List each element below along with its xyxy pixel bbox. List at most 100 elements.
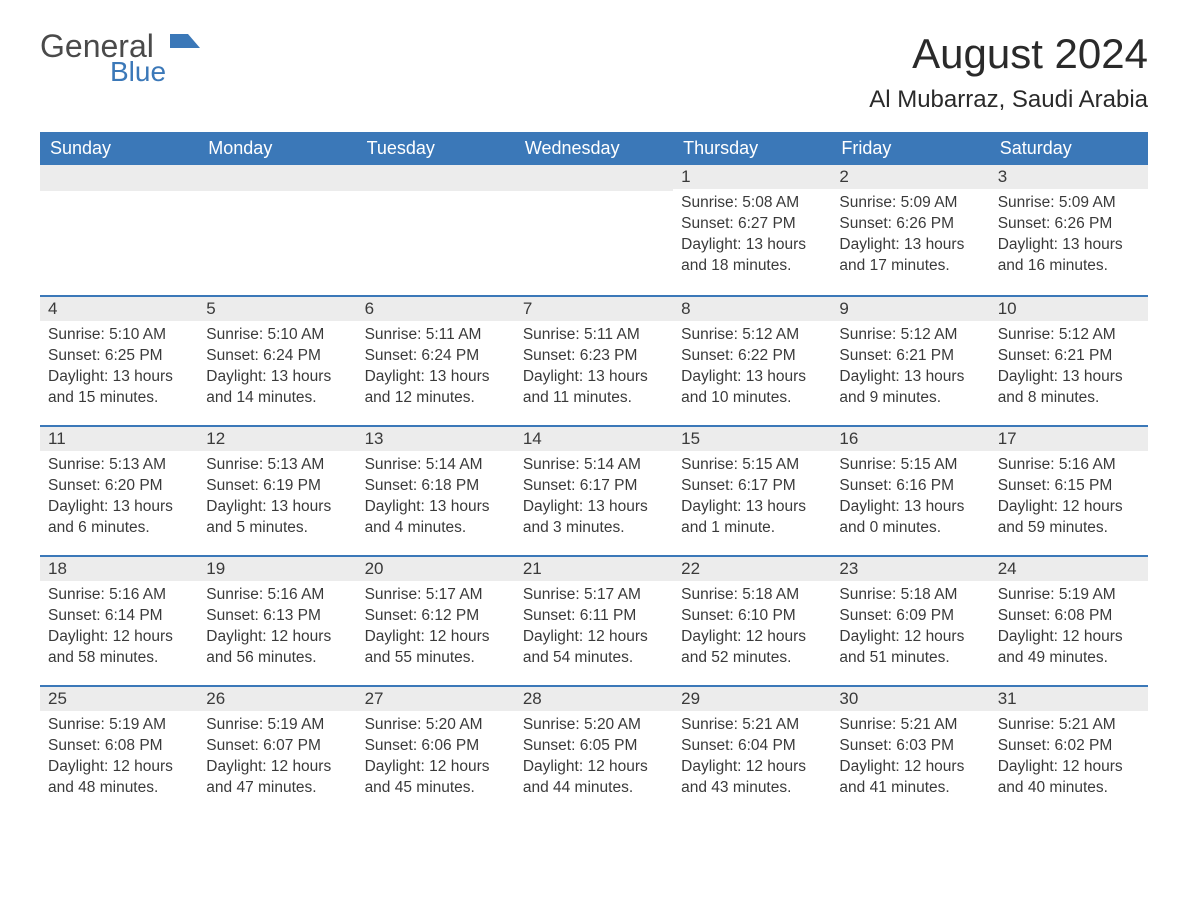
- day-details: Sunrise: 5:11 AMSunset: 6:23 PMDaylight:…: [515, 321, 673, 417]
- calendar-day-cell: 9Sunrise: 5:12 AMSunset: 6:21 PMDaylight…: [831, 295, 989, 425]
- day-details: Sunrise: 5:15 AMSunset: 6:17 PMDaylight:…: [673, 451, 831, 547]
- day-details: Sunrise: 5:13 AMSunset: 6:19 PMDaylight:…: [198, 451, 356, 547]
- calendar-day-cell: 10Sunrise: 5:12 AMSunset: 6:21 PMDayligh…: [990, 295, 1148, 425]
- calendar-day-cell: 27Sunrise: 5:20 AMSunset: 6:06 PMDayligh…: [357, 685, 515, 815]
- weekday-header: Tuesday: [357, 132, 515, 165]
- day-number: 4: [40, 295, 198, 321]
- weekday-header: Thursday: [673, 132, 831, 165]
- day-details: Sunrise: 5:19 AMSunset: 6:07 PMDaylight:…: [198, 711, 356, 807]
- day-details: Sunrise: 5:10 AMSunset: 6:24 PMDaylight:…: [198, 321, 356, 417]
- day-number: 24: [990, 555, 1148, 581]
- day-details: Sunrise: 5:18 AMSunset: 6:10 PMDaylight:…: [673, 581, 831, 677]
- day-details: Sunrise: 5:16 AMSunset: 6:13 PMDaylight:…: [198, 581, 356, 677]
- day-number: 6: [357, 295, 515, 321]
- day-number: 27: [357, 685, 515, 711]
- calendar-day-cell: 23Sunrise: 5:18 AMSunset: 6:09 PMDayligh…: [831, 555, 989, 685]
- calendar-day-cell: 26Sunrise: 5:19 AMSunset: 6:07 PMDayligh…: [198, 685, 356, 815]
- calendar-day-cell: 7Sunrise: 5:11 AMSunset: 6:23 PMDaylight…: [515, 295, 673, 425]
- calendar-day-cell: 1Sunrise: 5:08 AMSunset: 6:27 PMDaylight…: [673, 165, 831, 295]
- day-details: Sunrise: 5:17 AMSunset: 6:11 PMDaylight:…: [515, 581, 673, 677]
- day-number: 23: [831, 555, 989, 581]
- day-details: Sunrise: 5:11 AMSunset: 6:24 PMDaylight:…: [357, 321, 515, 417]
- day-number: 26: [198, 685, 356, 711]
- day-details: Sunrise: 5:17 AMSunset: 6:12 PMDaylight:…: [357, 581, 515, 677]
- calendar-day-cell: 11Sunrise: 5:13 AMSunset: 6:20 PMDayligh…: [40, 425, 198, 555]
- calendar-header-row: SundayMondayTuesdayWednesdayThursdayFrid…: [40, 132, 1148, 165]
- day-number: 31: [990, 685, 1148, 711]
- day-number: 17: [990, 425, 1148, 451]
- day-details: Sunrise: 5:09 AMSunset: 6:26 PMDaylight:…: [831, 189, 989, 285]
- day-details: Sunrise: 5:16 AMSunset: 6:15 PMDaylight:…: [990, 451, 1148, 547]
- calendar-day-cell: 31Sunrise: 5:21 AMSunset: 6:02 PMDayligh…: [990, 685, 1148, 815]
- calendar-day-cell: 16Sunrise: 5:15 AMSunset: 6:16 PMDayligh…: [831, 425, 989, 555]
- day-details: Sunrise: 5:08 AMSunset: 6:27 PMDaylight:…: [673, 189, 831, 285]
- calendar-day-cell: 19Sunrise: 5:16 AMSunset: 6:13 PMDayligh…: [198, 555, 356, 685]
- day-details: Sunrise: 5:21 AMSunset: 6:03 PMDaylight:…: [831, 711, 989, 807]
- calendar-day-cell: 18Sunrise: 5:16 AMSunset: 6:14 PMDayligh…: [40, 555, 198, 685]
- title-block: August 2024 Al Mubarraz, Saudi Arabia: [869, 30, 1148, 114]
- calendar-day-cell: 3Sunrise: 5:09 AMSunset: 6:26 PMDaylight…: [990, 165, 1148, 295]
- day-details: Sunrise: 5:14 AMSunset: 6:18 PMDaylight:…: [357, 451, 515, 547]
- empty-day: [40, 165, 198, 191]
- calendar-week-row: 4Sunrise: 5:10 AMSunset: 6:25 PMDaylight…: [40, 295, 1148, 425]
- calendar-day-cell: 5Sunrise: 5:10 AMSunset: 6:24 PMDaylight…: [198, 295, 356, 425]
- weekday-header: Friday: [831, 132, 989, 165]
- day-details: Sunrise: 5:15 AMSunset: 6:16 PMDaylight:…: [831, 451, 989, 547]
- empty-day: [198, 165, 356, 191]
- calendar-day-cell: 25Sunrise: 5:19 AMSunset: 6:08 PMDayligh…: [40, 685, 198, 815]
- day-number: 12: [198, 425, 356, 451]
- calendar-day-cell: [198, 165, 356, 295]
- calendar-day-cell: 6Sunrise: 5:11 AMSunset: 6:24 PMDaylight…: [357, 295, 515, 425]
- calendar-day-cell: [515, 165, 673, 295]
- calendar-day-cell: 4Sunrise: 5:10 AMSunset: 6:25 PMDaylight…: [40, 295, 198, 425]
- day-number: 29: [673, 685, 831, 711]
- calendar-day-cell: 13Sunrise: 5:14 AMSunset: 6:18 PMDayligh…: [357, 425, 515, 555]
- day-details: Sunrise: 5:16 AMSunset: 6:14 PMDaylight:…: [40, 581, 198, 677]
- day-details: Sunrise: 5:14 AMSunset: 6:17 PMDaylight:…: [515, 451, 673, 547]
- day-details: Sunrise: 5:21 AMSunset: 6:02 PMDaylight:…: [990, 711, 1148, 807]
- calendar-week-row: 11Sunrise: 5:13 AMSunset: 6:20 PMDayligh…: [40, 425, 1148, 555]
- day-details: Sunrise: 5:12 AMSunset: 6:21 PMDaylight:…: [831, 321, 989, 417]
- day-details: Sunrise: 5:18 AMSunset: 6:09 PMDaylight:…: [831, 581, 989, 677]
- day-number: 1: [673, 165, 831, 189]
- weekday-header: Monday: [198, 132, 356, 165]
- day-number: 16: [831, 425, 989, 451]
- day-number: 11: [40, 425, 198, 451]
- day-details: Sunrise: 5:20 AMSunset: 6:06 PMDaylight:…: [357, 711, 515, 807]
- day-number: 10: [990, 295, 1148, 321]
- day-number: 2: [831, 165, 989, 189]
- calendar-day-cell: 29Sunrise: 5:21 AMSunset: 6:04 PMDayligh…: [673, 685, 831, 815]
- day-number: 21: [515, 555, 673, 581]
- calendar-day-cell: 17Sunrise: 5:16 AMSunset: 6:15 PMDayligh…: [990, 425, 1148, 555]
- day-number: 8: [673, 295, 831, 321]
- day-details: Sunrise: 5:12 AMSunset: 6:21 PMDaylight:…: [990, 321, 1148, 417]
- calendar-week-row: 18Sunrise: 5:16 AMSunset: 6:14 PMDayligh…: [40, 555, 1148, 685]
- weekday-header: Wednesday: [515, 132, 673, 165]
- day-number: 14: [515, 425, 673, 451]
- logo-flag-icon: [170, 34, 204, 62]
- empty-day: [515, 165, 673, 191]
- day-number: 5: [198, 295, 356, 321]
- calendar-day-cell: 21Sunrise: 5:17 AMSunset: 6:11 PMDayligh…: [515, 555, 673, 685]
- calendar-day-cell: 15Sunrise: 5:15 AMSunset: 6:17 PMDayligh…: [673, 425, 831, 555]
- calendar-day-cell: 30Sunrise: 5:21 AMSunset: 6:03 PMDayligh…: [831, 685, 989, 815]
- calendar-table: SundayMondayTuesdayWednesdayThursdayFrid…: [40, 132, 1148, 815]
- calendar-day-cell: 24Sunrise: 5:19 AMSunset: 6:08 PMDayligh…: [990, 555, 1148, 685]
- day-details: Sunrise: 5:21 AMSunset: 6:04 PMDaylight:…: [673, 711, 831, 807]
- day-number: 13: [357, 425, 515, 451]
- day-number: 30: [831, 685, 989, 711]
- empty-day: [357, 165, 515, 191]
- header: General Blue August 2024 Al Mubarraz, Sa…: [40, 30, 1148, 114]
- calendar-day-cell: 20Sunrise: 5:17 AMSunset: 6:12 PMDayligh…: [357, 555, 515, 685]
- logo-sub: Blue: [110, 56, 166, 88]
- day-number: 15: [673, 425, 831, 451]
- day-number: 28: [515, 685, 673, 711]
- day-number: 9: [831, 295, 989, 321]
- day-number: 20: [357, 555, 515, 581]
- location: Al Mubarraz, Saudi Arabia: [869, 86, 1148, 114]
- calendar-day-cell: 12Sunrise: 5:13 AMSunset: 6:19 PMDayligh…: [198, 425, 356, 555]
- day-number: 22: [673, 555, 831, 581]
- day-details: Sunrise: 5:20 AMSunset: 6:05 PMDaylight:…: [515, 711, 673, 807]
- day-number: 18: [40, 555, 198, 581]
- day-details: Sunrise: 5:19 AMSunset: 6:08 PMDaylight:…: [40, 711, 198, 807]
